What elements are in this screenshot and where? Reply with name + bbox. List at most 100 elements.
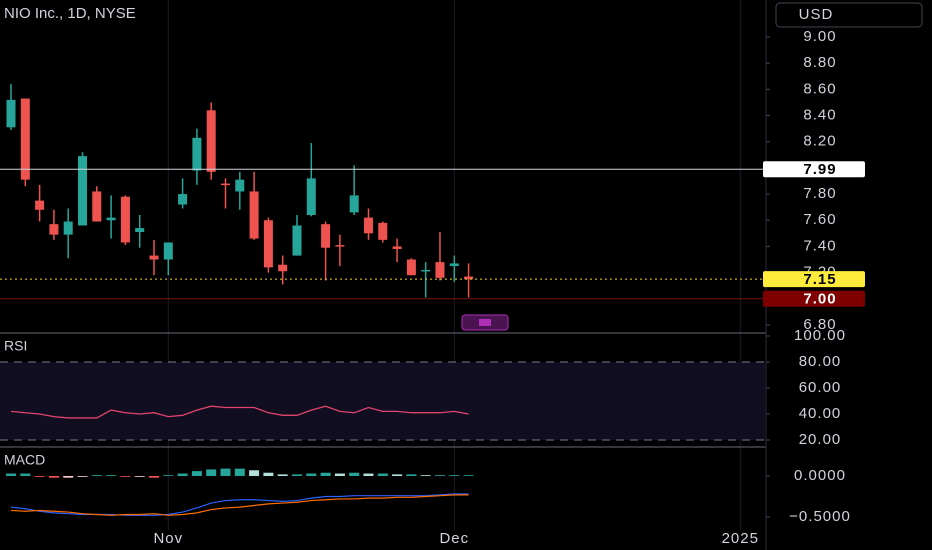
- candle-body: [135, 228, 145, 233]
- macd-histogram-bar: [277, 474, 288, 477]
- macd-histogram-bar: [163, 475, 174, 477]
- macd-histogram-bar: [249, 470, 260, 477]
- rsi-band: [0, 361, 765, 441]
- candle-body: [49, 224, 59, 235]
- price-badge: [763, 161, 865, 178]
- candle-body: [20, 98, 30, 180]
- candle-body: [406, 259, 416, 276]
- candle-body: [92, 191, 102, 222]
- macd-histogram-bar: [463, 475, 474, 477]
- macd-histogram-bar: [449, 475, 460, 477]
- flag-icon: [479, 319, 491, 326]
- candle-body: [392, 246, 402, 250]
- candle-body: [435, 262, 445, 278]
- candle-body: [163, 242, 173, 260]
- price-badge: [763, 271, 865, 288]
- price-axis: 6.807.007.207.407.607.808.008.208.408.60…: [763, 28, 865, 525]
- macd-histogram-bar: [306, 473, 317, 477]
- macd-histogram-bar: [334, 473, 345, 477]
- macd-histogram-bar: [392, 474, 403, 477]
- macd-histogram-bar: [434, 475, 445, 477]
- candle-body: [363, 217, 373, 234]
- macd-histogram-bar: [263, 472, 274, 477]
- signal-line: [10, 494, 469, 516]
- macd-histogram-bar: [120, 476, 131, 477]
- candle-body: [35, 200, 45, 210]
- currency[interactable]: USD: [799, 6, 834, 23]
- candle-body: [335, 245, 345, 247]
- candle-body: [78, 156, 88, 226]
- macd-histogram-bar: [206, 469, 217, 477]
- x-tick-label: Dec: [439, 530, 469, 547]
- candle-body: [149, 255, 159, 260]
- macd-histogram-bar: [106, 475, 117, 477]
- macd-histogram-bar: [34, 476, 45, 477]
- candle-body: [120, 196, 130, 243]
- price-badge-label: 7.00: [803, 291, 836, 308]
- y-tick-label: 80.00: [799, 353, 842, 370]
- y-tick-label: 40.00: [799, 405, 842, 422]
- macd-histogram-bar: [420, 475, 431, 477]
- candle-body: [6, 99, 16, 128]
- macd-histogram-bar: [406, 474, 417, 477]
- currency-button[interactable]: [775, 2, 923, 28]
- candle-body: [449, 263, 459, 267]
- y-tick-label: 8.80: [803, 54, 836, 71]
- macd-histogram-bar: [6, 473, 17, 477]
- candle-body: [292, 225, 302, 256]
- x-tick-label: Nov: [153, 530, 183, 547]
- candle-body: [321, 224, 331, 248]
- candle-body: [306, 178, 316, 216]
- candle-body: [106, 217, 116, 221]
- macd-histogram-bar: [377, 473, 388, 477]
- y-tick-label: 60.00: [799, 379, 842, 396]
- y-tick-label: 6.80: [803, 316, 836, 333]
- candle-body: [378, 222, 388, 240]
- macd-histogram-bar: [149, 476, 160, 478]
- plot-area: [0, 0, 765, 530]
- y-tick-label: 100.00: [794, 327, 846, 344]
- candle-body: [206, 110, 216, 172]
- candle-body: [464, 276, 474, 280]
- price-badge: [763, 290, 865, 307]
- y-tick-label: 8.40: [803, 107, 836, 124]
- price-badge-label: 7.99: [803, 161, 836, 178]
- y-tick-label: 0.0000: [794, 467, 846, 484]
- macd-histogram-bar: [349, 472, 360, 477]
- candle-body: [63, 221, 73, 235]
- price-badge-label: 7.15: [803, 271, 836, 288]
- macd-histogram-bar: [363, 473, 374, 477]
- macd-histogram-bar: [320, 472, 331, 477]
- macd-histogram-bar: [20, 473, 31, 477]
- macd-histogram-bar: [48, 476, 59, 478]
- macd-histogram-bar: [234, 468, 245, 477]
- candle-body: [178, 194, 188, 205]
- macd-title: MACD: [4, 452, 45, 468]
- candle-body: [421, 269, 431, 272]
- candle-body: [263, 220, 273, 268]
- candle-body: [192, 137, 202, 171]
- y-tick-label: −0.5000: [789, 508, 851, 525]
- macd-histogram-bar: [220, 468, 231, 477]
- macd-histogram-bar: [291, 474, 302, 477]
- rsi-title: RSI: [4, 338, 27, 354]
- y-tick-label: 20.00: [799, 431, 842, 448]
- macd-histogram-bar: [134, 476, 145, 477]
- chart-title: NIO Inc., 1D, NYSE: [4, 5, 136, 22]
- candle-body: [235, 179, 245, 192]
- y-tick-label: 7.80: [803, 185, 836, 202]
- y-tick-label: 7.60: [803, 211, 836, 228]
- y-tick-label: 9.00: [803, 28, 836, 45]
- macd-histogram-bar: [63, 476, 74, 478]
- candle-body: [249, 191, 259, 239]
- candle-body: [220, 183, 230, 186]
- candle-body: [349, 195, 359, 213]
- macd-histogram-bar: [177, 473, 188, 477]
- macd-histogram-bar: [91, 475, 102, 477]
- y-tick-label: 8.20: [803, 133, 836, 150]
- candle-body: [278, 264, 288, 272]
- macd-histogram-bar: [191, 471, 202, 477]
- rsi-line: [10, 405, 469, 419]
- y-tick-label: 7.40: [803, 237, 836, 254]
